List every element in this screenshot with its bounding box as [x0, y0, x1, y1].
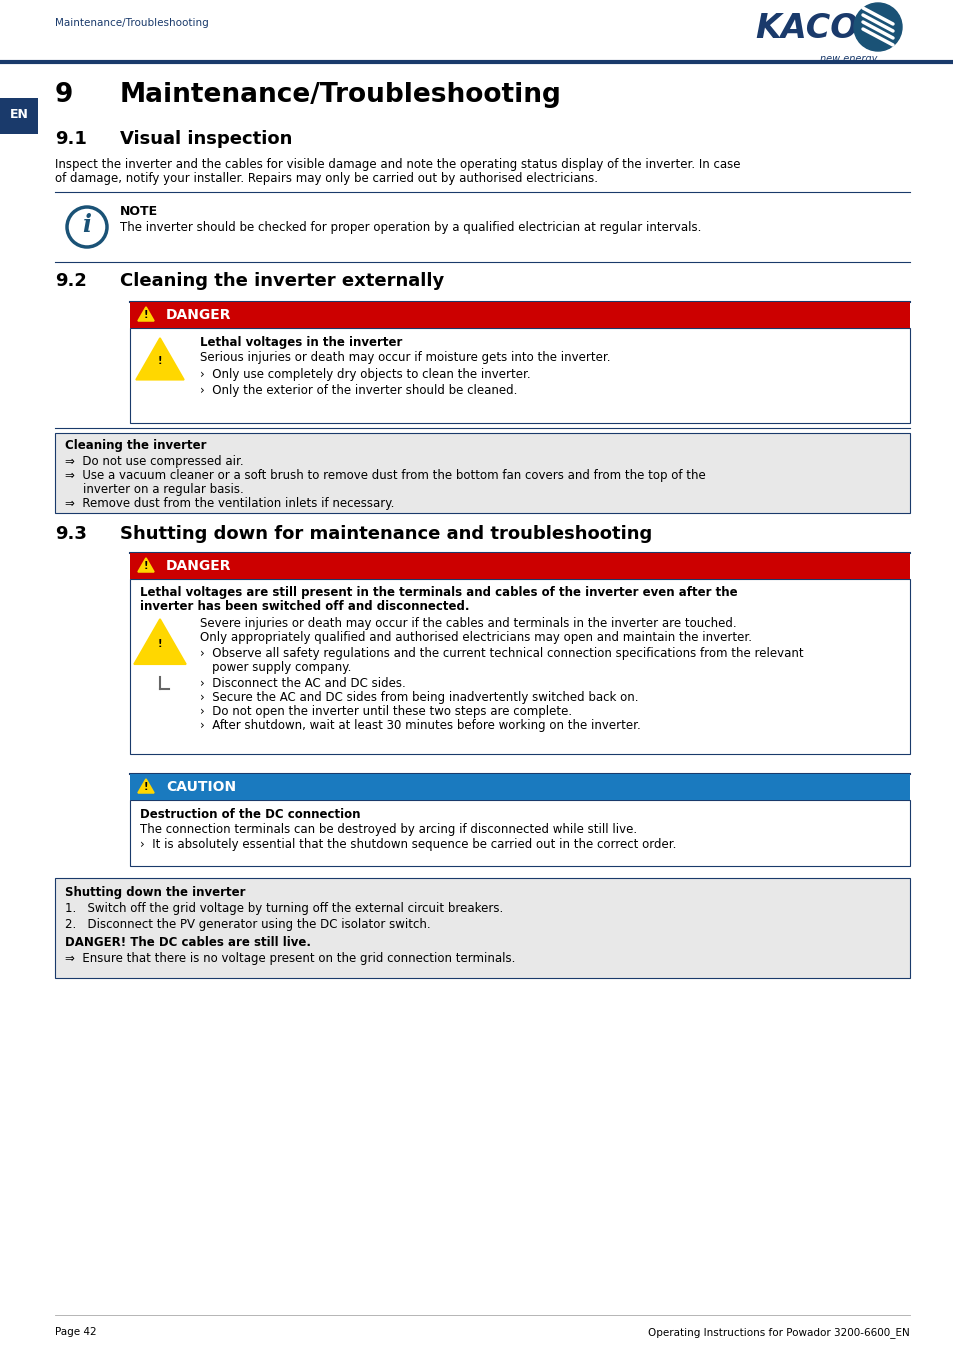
Circle shape [853, 3, 901, 51]
Text: ⇒  Use a vacuum cleaner or a soft brush to remove dust from the bottom fan cover: ⇒ Use a vacuum cleaner or a soft brush t… [65, 468, 705, 482]
Text: 9.3: 9.3 [55, 525, 87, 543]
Text: Only appropriately qualified and authorised electricians may open and maintain t: Only appropriately qualified and authori… [200, 630, 751, 644]
Text: ›  Disconnect the AC and DC sides.: › Disconnect the AC and DC sides. [200, 676, 405, 690]
Text: 9.1: 9.1 [55, 130, 87, 148]
Text: !: ! [157, 356, 162, 366]
Polygon shape [136, 338, 184, 379]
Text: NOTE: NOTE [120, 205, 158, 217]
Text: Maintenance/Troubleshooting: Maintenance/Troubleshooting [120, 82, 561, 108]
Text: DANGER! The DC cables are still live.: DANGER! The DC cables are still live. [65, 936, 311, 949]
Text: 9: 9 [55, 82, 73, 108]
Text: !: ! [157, 639, 162, 649]
Text: Page 42: Page 42 [55, 1327, 96, 1336]
Text: KACO: KACO [754, 12, 858, 45]
Text: EN: EN [10, 108, 29, 120]
Text: ›  Do not open the inverter until these two steps are complete.: › Do not open the inverter until these t… [200, 705, 572, 718]
Text: !: ! [144, 560, 148, 571]
Polygon shape [133, 620, 186, 664]
Text: Destruction of the DC connection: Destruction of the DC connection [140, 809, 360, 821]
FancyBboxPatch shape [130, 328, 909, 423]
Text: ›  After shutdown, wait at least 30 minutes before working on the inverter.: › After shutdown, wait at least 30 minut… [200, 720, 640, 732]
FancyBboxPatch shape [130, 801, 909, 865]
Text: !: ! [144, 309, 148, 320]
Text: Serious injuries or death may occur if moisture gets into the inverter.: Serious injuries or death may occur if m… [200, 351, 610, 364]
Text: ›  It is absolutely essential that the shutdown sequence be carried out in the c: › It is absolutely essential that the sh… [140, 838, 676, 850]
Text: inverter on a regular basis.: inverter on a regular basis. [83, 483, 244, 495]
Text: Inspect the inverter and the cables for visible damage and note the operating st: Inspect the inverter and the cables for … [55, 158, 740, 171]
FancyBboxPatch shape [130, 579, 909, 755]
Text: The connection terminals can be destroyed by arcing if disconnected while still : The connection terminals can be destroye… [140, 824, 637, 836]
Text: ›  Secure the AC and DC sides from being inadvertently switched back on.: › Secure the AC and DC sides from being … [200, 691, 638, 703]
FancyBboxPatch shape [130, 554, 909, 579]
Text: inverter has been switched off and disconnected.: inverter has been switched off and disco… [140, 599, 469, 613]
Text: Operating Instructions for Powador 3200-6600_EN: Operating Instructions for Powador 3200-… [648, 1327, 909, 1338]
Text: !: ! [144, 782, 148, 791]
Text: Lethal voltages in the inverter: Lethal voltages in the inverter [200, 336, 402, 350]
Polygon shape [138, 306, 153, 321]
Text: The inverter should be checked for proper operation by a qualified electrician a: The inverter should be checked for prope… [120, 221, 700, 234]
Text: Shutting down the inverter: Shutting down the inverter [65, 886, 245, 899]
Circle shape [67, 207, 107, 247]
Text: of damage, notify your installer. Repairs may only be carried out by authorised : of damage, notify your installer. Repair… [55, 171, 598, 185]
Text: 1.   Switch off the grid voltage by turning off the external circuit breakers.: 1. Switch off the grid voltage by turnin… [65, 902, 503, 915]
Text: CAUTION: CAUTION [166, 780, 236, 794]
FancyBboxPatch shape [130, 774, 909, 801]
Text: power supply company.: power supply company. [212, 662, 351, 674]
Text: ⇒  Remove dust from the ventilation inlets if necessary.: ⇒ Remove dust from the ventilation inlet… [65, 497, 394, 510]
Text: Cleaning the inverter: Cleaning the inverter [65, 439, 206, 452]
Text: Shutting down for maintenance and troubleshooting: Shutting down for maintenance and troubl… [120, 525, 652, 543]
Text: ›  Observe all safety regulations and the current technical connection specifica: › Observe all safety regulations and the… [200, 647, 802, 660]
Text: Lethal voltages are still present in the terminals and cables of the inverter ev: Lethal voltages are still present in the… [140, 586, 737, 599]
Text: Visual inspection: Visual inspection [120, 130, 292, 148]
FancyBboxPatch shape [55, 433, 909, 513]
Text: DANGER: DANGER [166, 559, 232, 572]
Text: ⇒  Do not use compressed air.: ⇒ Do not use compressed air. [65, 455, 243, 468]
Text: 9.2: 9.2 [55, 271, 87, 290]
Text: Maintenance/Troubleshooting: Maintenance/Troubleshooting [55, 18, 209, 28]
FancyBboxPatch shape [0, 99, 38, 134]
Text: 2.   Disconnect the PV generator using the DC isolator switch.: 2. Disconnect the PV generator using the… [65, 918, 430, 932]
Text: i: i [82, 213, 91, 238]
FancyBboxPatch shape [130, 302, 909, 328]
Text: Severe injuries or death may occur if the cables and terminals in the inverter a: Severe injuries or death may occur if th… [200, 617, 736, 630]
Text: new energy.: new energy. [820, 54, 879, 63]
FancyBboxPatch shape [55, 878, 909, 977]
Text: Cleaning the inverter externally: Cleaning the inverter externally [120, 271, 444, 290]
Text: ⇒  Ensure that there is no voltage present on the grid connection terminals.: ⇒ Ensure that there is no voltage presen… [65, 952, 515, 965]
Text: ›  Only use completely dry objects to clean the inverter.: › Only use completely dry objects to cle… [200, 369, 530, 381]
Polygon shape [138, 558, 153, 572]
Text: DANGER: DANGER [166, 308, 232, 323]
Polygon shape [138, 779, 153, 792]
Text: ›  Only the exterior of the inverter should be cleaned.: › Only the exterior of the inverter shou… [200, 383, 517, 397]
